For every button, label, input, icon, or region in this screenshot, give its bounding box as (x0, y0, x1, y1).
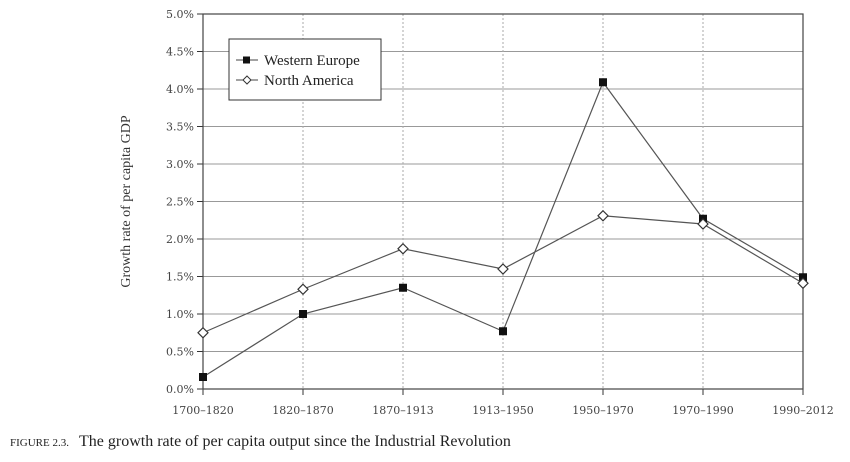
data-point-square (599, 78, 607, 87)
figure-label: FIGURE 2.3. (10, 437, 69, 449)
data-point-square (799, 273, 807, 282)
y-tick-label: 1.0% (166, 308, 194, 321)
legend-diamond-icon (242, 75, 252, 85)
y-tick-label: 5.0% (166, 8, 194, 21)
y-tick-label: 2.0% (166, 233, 194, 246)
y-tick-label: 2.5% (166, 196, 194, 209)
data-point-diamond (397, 242, 409, 255)
data-point-diamond (497, 263, 509, 275)
x-tick-label: 1950–1970 (572, 404, 634, 417)
line-chart: 0.0% 0.5% 1.0% 1.5% 2.0% 2.5% 3.0% 3.5% 4.0% 4.5%… (119, 8, 834, 417)
figure-caption-text: The growth rate of per capita output sin… (78, 433, 511, 450)
y-tick-label: 3.5% (166, 121, 194, 134)
data-point-diamond (197, 326, 209, 339)
data-point-square (399, 283, 407, 292)
y-axis-label: Growth rate of per capita GDP (119, 115, 134, 287)
data-point-diamond (697, 218, 709, 230)
legend-box (228, 38, 382, 101)
data-point-diamond (597, 209, 609, 222)
legend-label: Western Europe (264, 53, 360, 69)
legend: Western Europe North America (228, 38, 382, 101)
data-point-square (199, 373, 207, 381)
data-point-diamond (297, 283, 309, 296)
y-tick-label: 1.5% (166, 271, 194, 284)
legend-label: North America (264, 73, 354, 89)
data-point-square (499, 327, 507, 336)
y-tick-label: 3.0% (166, 158, 194, 171)
legend-square-icon (243, 56, 250, 64)
y-tick-label: 4.5% (166, 46, 194, 59)
y-tick-label: 0.0% (166, 383, 194, 396)
x-tick-label: 1990–2012 (772, 404, 834, 417)
x-tick-label: 1820–1870 (272, 404, 334, 417)
plot-frame (202, 13, 804, 390)
figure-caption: FIGURE 2.3. The growth rate of per capita… (10, 433, 511, 451)
x-tick-label: 1700–1820 (172, 404, 234, 417)
data-point-square (299, 310, 307, 318)
y-tick-label: 0.5% (166, 346, 194, 359)
y-tick-label: 4.0% (166, 83, 194, 96)
x-tick-label: 1913–1950 (472, 404, 534, 417)
x-tick-label: 1970–1990 (672, 404, 734, 417)
data-point-diamond (797, 277, 809, 290)
x-tick-label: 1870–1913 (372, 404, 434, 417)
